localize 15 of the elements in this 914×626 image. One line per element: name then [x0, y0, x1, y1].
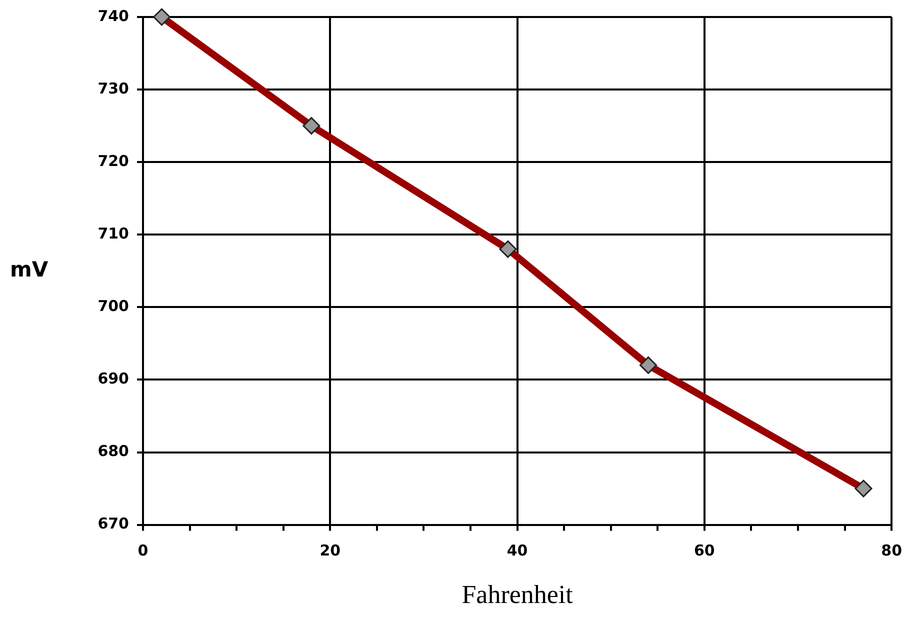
x-axis-title: Fahrenheit — [462, 580, 574, 610]
x-tick-label: 0 — [138, 542, 148, 560]
y-tick-label: 700 — [98, 297, 129, 316]
y-tick-label: 710 — [98, 224, 129, 243]
x-tick-label: 60 — [694, 542, 715, 560]
y-tick-label: 690 — [98, 370, 129, 388]
x-tick-label: 20 — [320, 542, 341, 560]
y-tick-label: 670 — [98, 514, 129, 533]
y-axis-title: mV — [10, 257, 49, 282]
y-tick-label: 740 — [98, 6, 129, 25]
y-tick-label: 720 — [98, 152, 129, 170]
x-tick-label: 40 — [506, 542, 528, 560]
y-tick-label: 680 — [98, 442, 129, 460]
x-tick-label: 80 — [881, 542, 902, 560]
y-tick-label: 730 — [98, 79, 129, 98]
